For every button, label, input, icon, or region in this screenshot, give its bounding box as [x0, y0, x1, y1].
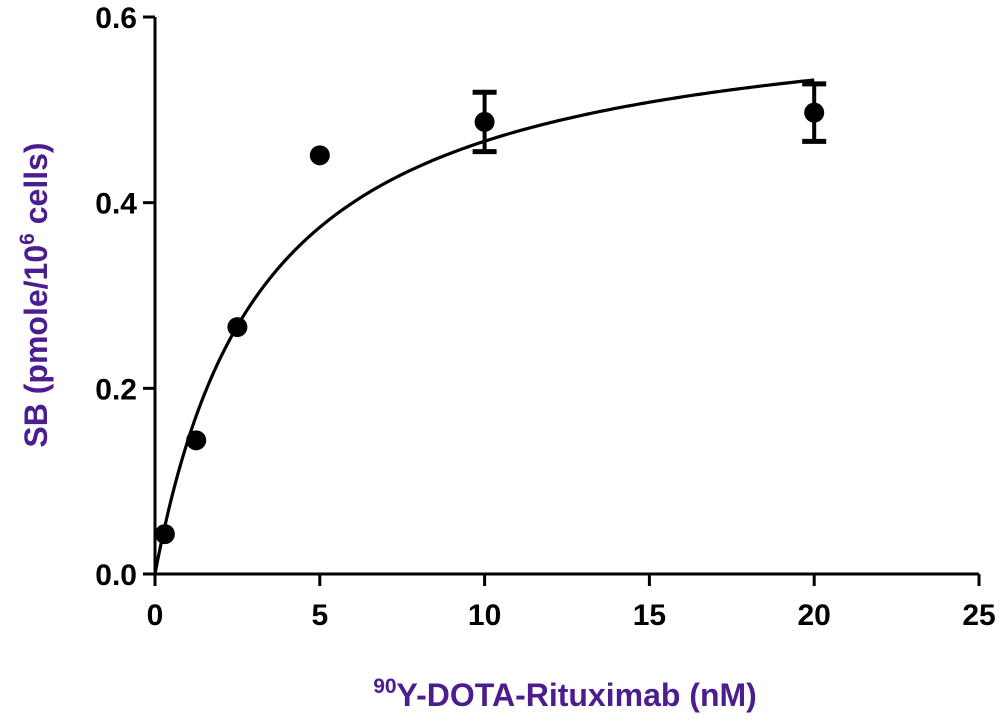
y-axis-title-after: cells): [18, 142, 54, 233]
data-point: [227, 317, 248, 338]
x-tick-label: 15: [633, 599, 666, 632]
x-tick-label: 10: [468, 599, 501, 632]
axes: 0 5 10 15 20 25 0.0 0.2 0.4 0.6: [95, 2, 995, 632]
y-tick-label: 0.2: [95, 373, 137, 406]
data-points: [154, 81, 827, 545]
x-tick-label: 0: [147, 599, 164, 632]
data-point: [474, 111, 495, 132]
y-tick-label: 0.4: [95, 188, 137, 221]
x-axis-title-main: Y-DOTA-Rituximab (nM): [397, 677, 757, 713]
x-axis-title-superscript: 90: [373, 675, 396, 698]
y-axis-title-before: SB (pmole/10: [18, 245, 54, 448]
x-tick-label: 20: [798, 599, 831, 632]
x-tick-label: 5: [311, 599, 328, 632]
x-axis-title: 90Y-DOTA-Rituximab (nM): [373, 675, 757, 713]
y-tick-label: 0.0: [95, 559, 137, 592]
y-tick-label: 0.6: [95, 2, 137, 35]
y-axis-title-superscript: 6: [16, 233, 39, 245]
data-point: [154, 524, 175, 545]
x-tick-label: 25: [962, 599, 995, 632]
y-axis-title: SB (pmole/106 cells): [16, 142, 54, 447]
data-point: [804, 102, 825, 123]
data-point: [309, 145, 330, 166]
data-point: [186, 430, 207, 451]
